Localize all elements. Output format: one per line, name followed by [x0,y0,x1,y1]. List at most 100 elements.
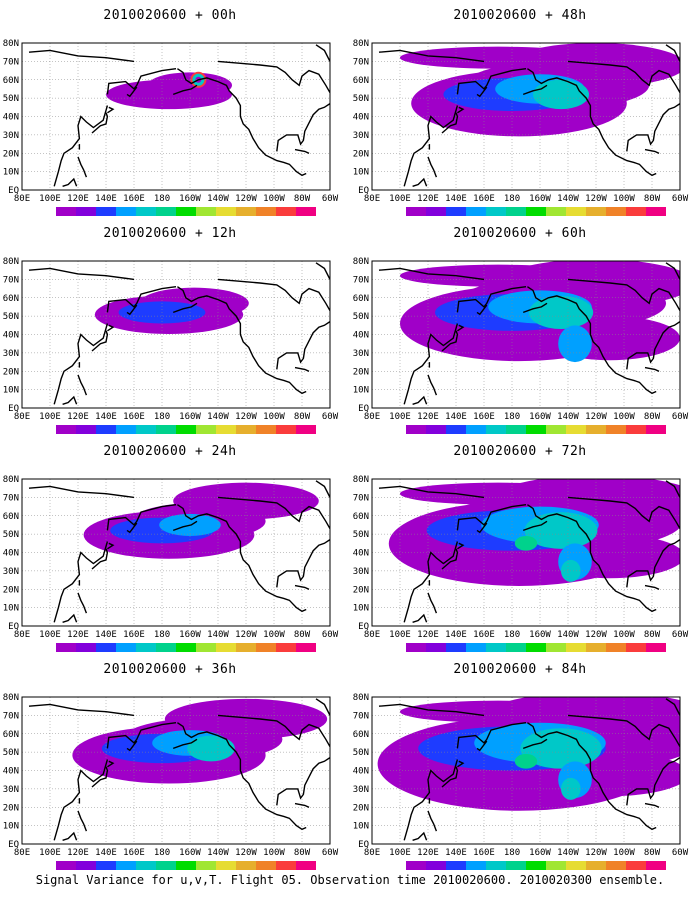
coastline [107,324,115,332]
map-frame [371,260,681,409]
colorbar-swatch [216,207,236,216]
lat-tick-label: EQ [8,404,19,414]
lat-tick-label: 60N [3,294,19,304]
lat-tick-label: 80N [353,475,369,485]
colorbar-swatch [486,425,506,434]
lat-tick-label: 30N [353,349,369,359]
colorbar-swatch [426,425,446,434]
coastline [527,68,657,177]
colorbar-swatch [76,207,96,216]
coastline [62,831,78,841]
coastline [53,759,109,841]
coastline [77,592,88,614]
lon-tick-label: 100E [39,194,61,204]
coastline [665,698,680,716]
lon-tick-label: 140W [557,194,579,204]
coastline [276,321,330,370]
coastline [315,698,330,716]
colorbar-swatch [606,861,626,870]
colorbar-swatch [606,643,626,652]
colorbar-swatch [56,425,76,434]
lat-tick-label: 20N [353,803,369,813]
lat-tick-label: 20N [353,149,369,159]
lat-tick-label: 30N [353,567,369,577]
map-frame [371,696,681,845]
variance-contour [533,79,589,110]
panel-title: 2010020600 + 00h [103,8,237,23]
lon-tick-label: 80E [364,630,380,640]
lon-tick-label: 140W [557,630,579,640]
colorbar-swatch [626,861,646,870]
lon-tick-label: 140E [445,630,467,640]
colorbar-swatch [236,425,256,434]
colorbar-swatch [176,207,196,216]
forecast-panel: 2010020600 + 36h 80N 70N 60N 50N 40N 30N 20N 10N… [0,654,340,874]
lon-tick-label: 140E [445,848,467,858]
lat-tick-label: 40N [3,767,19,777]
colorbar-swatch [566,643,586,652]
lat-tick-label: 60N [353,730,369,740]
figure-caption: Signal Variance for u,v,T. Flight 05. Ob… [35,873,665,887]
coastline [62,177,78,187]
lon-tick-label: 120W [585,848,607,858]
lon-tick-label: 60W [322,630,339,640]
coastline [294,802,310,808]
coastline [28,267,135,281]
coastline [91,766,109,788]
panel-title: 2010020600 + 84h [453,662,587,677]
lon-tick-label: 140W [207,630,229,640]
lat-tick-label: 20N [3,803,19,813]
coastline [457,760,465,768]
coastline [107,106,115,114]
lon-tick-label: 80E [364,412,380,422]
coastline [126,86,138,98]
coastline [177,68,307,177]
coastline [177,504,307,613]
lat-tick-label: 70N [353,493,369,503]
coastline [567,278,680,311]
lat-tick-label: 60N [353,512,369,522]
coastline [665,262,680,280]
panel-title: 2010020600 + 48h [453,8,587,23]
coastline [522,302,548,314]
coastline [626,757,680,806]
colorbar-swatch [486,207,506,216]
coastline [457,324,465,332]
lat-tick-label: 80N [3,475,19,485]
lon-tick-label: 100W [263,848,285,858]
lat-tick-label: 70N [353,275,369,285]
colorbar-swatch [426,207,446,216]
colorbar-swatch [176,425,196,434]
coastline [456,504,527,531]
panel-title: 2010020600 + 72h [453,444,587,459]
coastline [527,504,657,613]
colorbar-swatch [566,207,586,216]
lat-tick-label: 40N [3,331,19,341]
lon-tick-label: 160E [473,412,495,422]
colorbar-swatch [446,861,466,870]
coastline [91,548,109,570]
lat-tick-label: 80N [353,39,369,49]
colorbar-swatch [256,643,276,652]
coastline [476,522,488,534]
lat-tick-label: 40N [3,113,19,123]
colorbar-swatch [156,425,176,434]
colorbar-swatch [116,425,136,434]
lon-tick-label: 100W [613,412,635,422]
coastline [567,714,680,747]
colorbar-swatch [196,207,216,216]
lon-tick-label: 100E [39,630,61,640]
lat-tick-label: 40N [3,549,19,559]
colorbar-swatch [116,207,136,216]
colorbar-swatch [236,861,256,870]
lat-tick-label: 10N [3,168,19,178]
lat-tick-label: 30N [3,785,19,795]
coastline [276,103,330,152]
coastline [315,44,330,62]
coastline [644,366,660,372]
lat-tick-label: EQ [358,186,369,196]
forecast-panel: 2010020600 + 48h 80N 70N 60N 50N 40N 30N 20N 10N… [350,0,690,220]
lon-tick-label: 160W [529,848,551,858]
